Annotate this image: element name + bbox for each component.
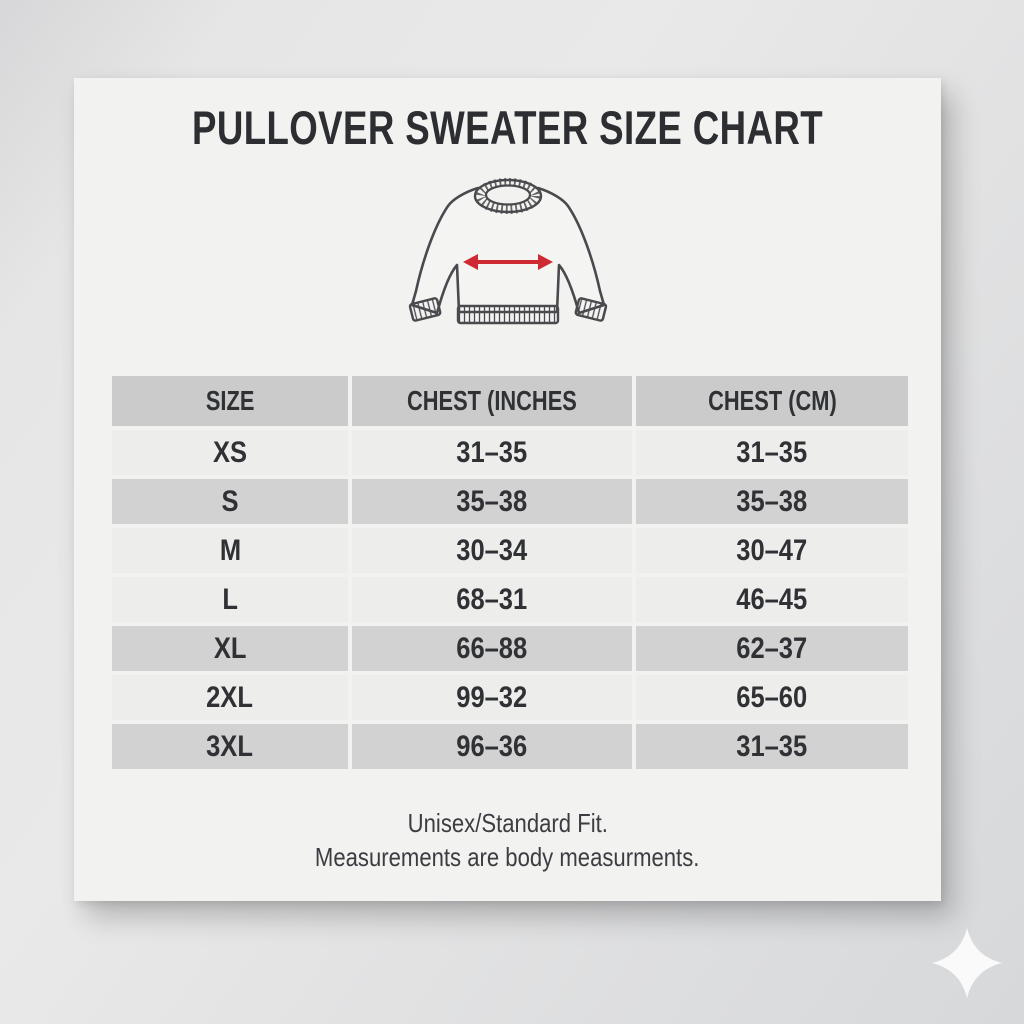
- row-m-chest-cm: 30–47: [636, 528, 908, 573]
- row-2xl-chest-cm: 65–60: [636, 675, 908, 720]
- row-m-chest-in: 30–34: [352, 528, 632, 573]
- row-xl-size: XL: [112, 626, 348, 671]
- row-2xl-chest-in: 99–32: [352, 675, 632, 720]
- chest-arrow-icon: [463, 254, 553, 270]
- size-table: SIZE CHEST (INCHES CHEST (CM) XS 31–35 3…: [112, 376, 908, 769]
- row-3xl-size: 3XL: [112, 724, 348, 769]
- row-xs-size: XS: [112, 430, 348, 475]
- row-xs-chest-cm: 31–35: [636, 430, 908, 475]
- size-chart-card: PULLOVER SWEATER SIZE CHART: [74, 78, 941, 901]
- row-2xl-size: 2XL: [112, 675, 348, 720]
- fit-note: Unisex/Standard Fit.: [407, 808, 608, 838]
- footer-notes: Unisex/Standard Fit. Measurements are bo…: [74, 806, 941, 874]
- row-s-size: S: [112, 479, 348, 524]
- sweater-line-art-icon: [408, 178, 608, 325]
- row-l-chest-in: 68–31: [352, 577, 632, 622]
- row-s-chest-in: 35–38: [352, 479, 632, 524]
- col-header-chest-cm: CHEST (CM): [636, 376, 908, 426]
- sparkle-icon: [928, 924, 1006, 1002]
- sweater-illustration: [402, 174, 614, 352]
- row-3xl-chest-cm: 31–35: [636, 724, 908, 769]
- row-l-chest-cm: 46–45: [636, 577, 908, 622]
- row-l-size: L: [112, 577, 348, 622]
- page-title: PULLOVER SWEATER SIZE CHART: [74, 100, 941, 155]
- row-s-chest-cm: 35–38: [636, 479, 908, 524]
- row-m-size: M: [112, 528, 348, 573]
- measurement-note: Measurements are body measurments.: [315, 842, 700, 872]
- row-xs-chest-in: 31–35: [352, 430, 632, 475]
- row-3xl-chest-in: 96–36: [352, 724, 632, 769]
- col-header-chest-inches: CHEST (INCHES: [352, 376, 632, 426]
- page-title-text: PULLOVER SWEATER SIZE CHART: [191, 101, 824, 154]
- col-header-size: SIZE: [112, 376, 348, 426]
- row-xl-chest-cm: 62–37: [636, 626, 908, 671]
- row-xl-chest-in: 66–88: [352, 626, 632, 671]
